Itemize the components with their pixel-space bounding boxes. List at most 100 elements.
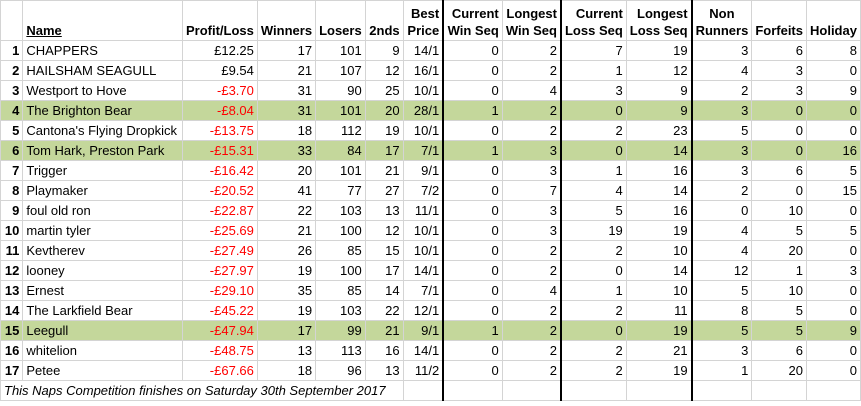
cell-winners[interactable]: 19 <box>256 300 317 321</box>
cell-current-win-seq[interactable]: 1 <box>442 320 503 341</box>
cell-non-runners[interactable]: 4 <box>691 220 753 241</box>
cell-longest-win-seq[interactable]: 2 <box>501 340 562 361</box>
cell-profit-loss[interactable]: -£27.49 <box>181 240 258 261</box>
cell-losers[interactable]: 103 <box>315 300 366 321</box>
cell-best-price[interactable]: 16/1 <box>402 60 445 81</box>
cell-non-runners[interactable]: 3 <box>691 100 753 121</box>
header-current-loss-seq[interactable]: Current Loss Seq <box>560 0 627 41</box>
cell-holiday[interactable]: 3 <box>805 260 861 281</box>
cell-profit-loss[interactable]: -£25.69 <box>181 220 258 241</box>
cell-holiday[interactable]: 5 <box>805 220 861 241</box>
header-best-price[interactable]: Best Price <box>402 0 445 41</box>
cell-losers[interactable]: 99 <box>315 320 366 341</box>
cell-longest-loss-seq[interactable]: 10 <box>625 280 693 301</box>
cell-forfeits[interactable]: 6 <box>751 340 807 361</box>
cell-holiday[interactable]: 15 <box>805 180 861 201</box>
cell-name[interactable]: Ernest <box>22 280 183 301</box>
cell-current-loss-seq[interactable]: 5 <box>560 200 627 221</box>
cell-losers[interactable]: 101 <box>315 100 366 121</box>
cell-best-price[interactable]: 9/1 <box>402 320 445 341</box>
cell-winners[interactable]: 41 <box>256 180 317 201</box>
empty-cell[interactable] <box>751 380 807 401</box>
cell-longest-loss-seq[interactable]: 19 <box>625 220 693 241</box>
cell-longest-loss-seq[interactable]: 23 <box>625 120 693 141</box>
cell-rank[interactable]: 4 <box>0 100 24 121</box>
cell-profit-loss[interactable]: -£22.87 <box>181 200 258 221</box>
cell-name[interactable]: HAILSHAM SEAGULL <box>22 60 183 81</box>
cell-forfeits[interactable]: 0 <box>751 180 807 201</box>
cell-non-runners[interactable]: 2 <box>691 80 753 101</box>
cell-longest-win-seq[interactable]: 4 <box>501 280 562 301</box>
competition-note[interactable]: This Naps Competition finishes on Saturd… <box>0 380 404 401</box>
cell-non-runners[interactable]: 2 <box>691 180 753 201</box>
cell-name[interactable]: foul old ron <box>22 200 183 221</box>
cell-losers[interactable]: 100 <box>315 260 366 281</box>
cell-best-price[interactable]: 11/2 <box>402 360 445 381</box>
cell-name[interactable]: whitelion <box>22 340 183 361</box>
cell-best-price[interactable]: 10/1 <box>402 120 445 141</box>
cell-non-runners[interactable]: 0 <box>691 200 753 221</box>
cell-losers[interactable]: 96 <box>315 360 366 381</box>
cell-holiday[interactable]: 0 <box>805 300 861 321</box>
cell-holiday[interactable]: 9 <box>805 80 861 101</box>
cell-winners[interactable]: 19 <box>256 260 317 281</box>
cell-forfeits[interactable]: 0 <box>751 120 807 141</box>
cell-current-win-seq[interactable]: 0 <box>442 300 503 321</box>
cell-current-loss-seq[interactable]: 2 <box>560 360 627 381</box>
cell-longest-win-seq[interactable]: 2 <box>501 260 562 281</box>
cell-2nds[interactable]: 20 <box>364 100 404 121</box>
cell-longest-loss-seq[interactable]: 12 <box>625 60 693 81</box>
cell-rank[interactable]: 1 <box>0 40 24 61</box>
cell-longest-win-seq[interactable]: 3 <box>501 200 562 221</box>
cell-longest-win-seq[interactable]: 3 <box>501 160 562 181</box>
header-longest-loss-seq[interactable]: Longest Loss Seq <box>625 0 693 41</box>
cell-losers[interactable]: 100 <box>315 220 366 241</box>
cell-rank[interactable]: 13 <box>0 280 24 301</box>
header-name[interactable]: Name <box>22 0 183 41</box>
cell-longest-win-seq[interactable]: 2 <box>501 40 562 61</box>
cell-winners[interactable]: 20 <box>256 160 317 181</box>
cell-non-runners[interactable]: 5 <box>691 120 753 141</box>
cell-best-price[interactable]: 14/1 <box>402 40 445 61</box>
cell-current-loss-seq[interactable]: 2 <box>560 340 627 361</box>
cell-forfeits[interactable]: 6 <box>751 40 807 61</box>
cell-profit-loss[interactable]: -£45.22 <box>181 300 258 321</box>
cell-best-price[interactable]: 7/1 <box>402 140 445 161</box>
cell-longest-loss-seq[interactable]: 9 <box>625 80 693 101</box>
cell-current-loss-seq[interactable]: 4 <box>560 180 627 201</box>
cell-rank[interactable]: 11 <box>0 240 24 261</box>
cell-forfeits[interactable]: 5 <box>751 320 807 341</box>
cell-longest-win-seq[interactable]: 4 <box>501 80 562 101</box>
cell-losers[interactable]: 107 <box>315 60 366 81</box>
cell-holiday[interactable]: 9 <box>805 320 861 341</box>
cell-name[interactable]: Cantona's Flying Dropkick <box>22 120 183 141</box>
cell-holiday[interactable]: 0 <box>805 100 861 121</box>
cell-non-runners[interactable]: 3 <box>691 140 753 161</box>
cell-best-price[interactable]: 12/1 <box>402 300 445 321</box>
cell-best-price[interactable]: 14/1 <box>402 260 445 281</box>
cell-current-win-seq[interactable]: 1 <box>442 140 503 161</box>
cell-current-loss-seq[interactable]: 2 <box>560 240 627 261</box>
cell-longest-win-seq[interactable]: 2 <box>501 120 562 141</box>
cell-profit-loss[interactable]: -£27.97 <box>181 260 258 281</box>
cell-name[interactable]: CHAPPERS <box>22 40 183 61</box>
cell-best-price[interactable]: 28/1 <box>402 100 445 121</box>
cell-longest-win-seq[interactable]: 3 <box>501 140 562 161</box>
header-longest-win-seq[interactable]: Longest Win Seq <box>501 0 562 41</box>
cell-current-loss-seq[interactable]: 2 <box>560 300 627 321</box>
empty-cell[interactable] <box>560 380 627 401</box>
cell-losers[interactable]: 112 <box>315 120 366 141</box>
cell-name[interactable]: Playmaker <box>22 180 183 201</box>
cell-name[interactable]: Tom Hark, Preston Park <box>22 140 183 161</box>
cell-non-runners[interactable]: 3 <box>691 40 753 61</box>
cell-rank[interactable]: 16 <box>0 340 24 361</box>
cell-holiday[interactable]: 0 <box>805 340 861 361</box>
cell-forfeits[interactable]: 20 <box>751 240 807 261</box>
cell-holiday[interactable]: 0 <box>805 360 861 381</box>
cell-2nds[interactable]: 9 <box>364 40 404 61</box>
cell-non-runners[interactable]: 5 <box>691 320 753 341</box>
cell-losers[interactable]: 101 <box>315 160 366 181</box>
cell-best-price[interactable]: 11/1 <box>402 200 445 221</box>
cell-profit-loss[interactable]: -£13.75 <box>181 120 258 141</box>
cell-best-price[interactable]: 10/1 <box>402 240 445 261</box>
